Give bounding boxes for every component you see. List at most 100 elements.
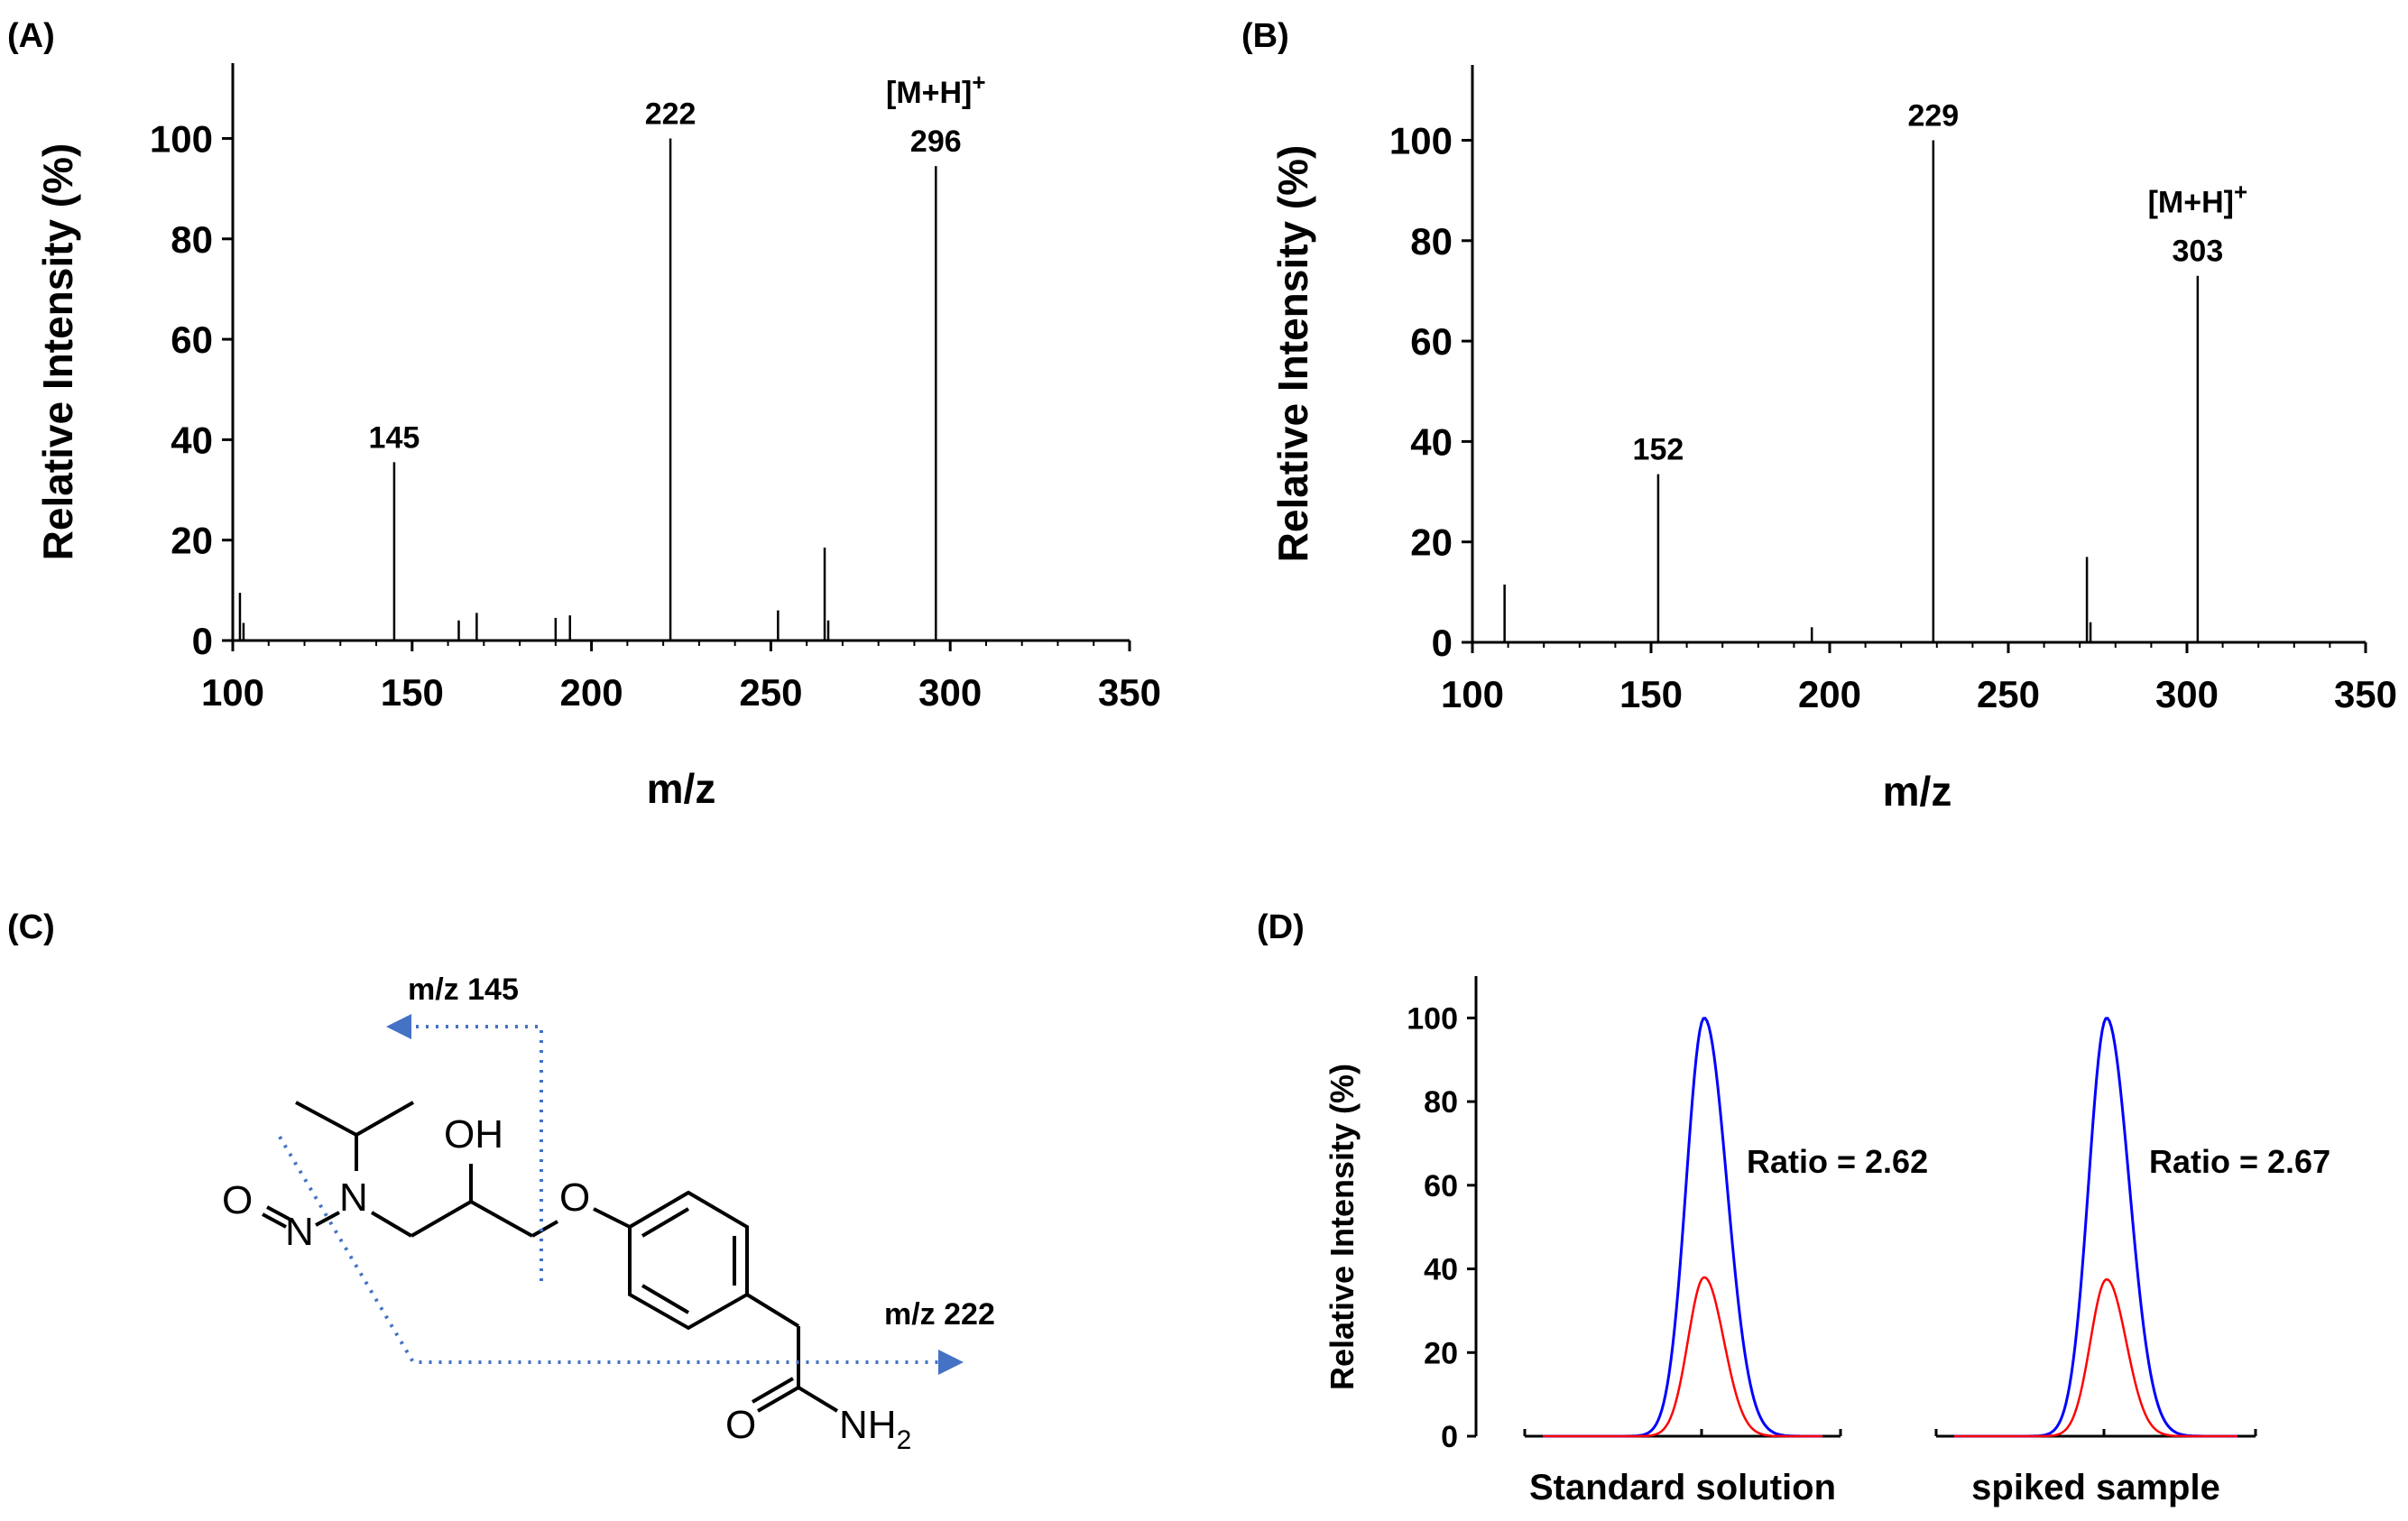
chart-a-x-tick-label: 200: [560, 671, 623, 714]
bond-ch2-to-o: [531, 1220, 558, 1238]
chart-d-ratio-label: Ratio = 2.67: [2149, 1143, 2330, 1180]
chart-b-x-tick-label: 300: [2155, 673, 2219, 715]
chart-a-ion-label: [M+H]+: [886, 69, 986, 110]
chart-d-group-label: Standard solution: [1529, 1468, 1836, 1507]
chromatogram-chart-d: 0 20 40 60 80 100 Standard solution Ratio = 2.…: [1324, 976, 2330, 1507]
chart-b-x-tick-label: 150: [1619, 673, 1683, 715]
bond-isopropyl-left: [295, 1101, 357, 1137]
chart-b-x-tick-label: 200: [1798, 673, 1861, 715]
panel-label-a: (A): [7, 17, 55, 55]
chart-b-y-tick-label: 40: [1410, 420, 1453, 463]
chart-a-x-tick-label: 300: [918, 671, 982, 714]
chart-a-peaks: [238, 138, 937, 641]
atom-o-amide: O: [725, 1403, 756, 1447]
chart-a-y-tick-label: 40: [171, 419, 213, 461]
fragmentation-markers: [278, 1025, 938, 1364]
chart-a-x-tick-label: 150: [381, 671, 444, 714]
chart-a-x-tick-label: 350: [1098, 671, 1161, 714]
chart-d-ylabel: Relative Intensity (%): [1324, 1064, 1361, 1390]
chart-b-y-tick-label: 80: [1410, 220, 1453, 263]
atom-nh: NH: [839, 1403, 897, 1447]
chart-d-y-tick-label: 100: [1407, 1001, 1458, 1036]
bond-ring-to-ch2: [745, 1293, 800, 1328]
chart-b-ion-label: [M+H]+: [2148, 179, 2248, 220]
chart-b-x-tick-label: 100: [1441, 673, 1504, 715]
chart-d-ratio-label: Ratio = 2.62: [1747, 1143, 1928, 1180]
chart-d-axes: 0 20 40 60 80 100: [1407, 976, 2257, 1454]
chart-d-y-tick-label: 20: [1424, 1336, 1458, 1370]
chart-b-axes: 100 150 200 250 300 350 0 20 40 60 80 100: [1389, 65, 2397, 715]
chart-a-peak-label: 296: [910, 124, 962, 159]
chart-b-ion-charge: +: [2234, 179, 2247, 206]
ring-double-1: [641, 1207, 690, 1238]
chart-a-peak-label: 222: [645, 97, 697, 131]
fragment-222-label: m/z 222: [884, 1297, 995, 1332]
chemical-structure: [262, 1101, 839, 1413]
bond-n-to-o-b: [262, 1212, 287, 1229]
fragment-222-arrowhead: [938, 1350, 964, 1375]
chart-d-blue-trace: [1954, 1017, 2237, 1438]
chart-b-peak-label: 229: [1907, 98, 1959, 133]
chart-a-peak-label: 145: [369, 420, 420, 455]
chart-b-y-tick-label: 20: [1410, 521, 1453, 564]
fragment-145-label: m/z 145: [408, 973, 519, 1007]
panel-label-b: (B): [1241, 17, 1289, 55]
chart-d-group-label: spiked sample: [1971, 1468, 2220, 1507]
chart-d-y-tick-label: 80: [1424, 1085, 1458, 1120]
chart-a-y-tick-label: 60: [171, 318, 213, 361]
atom-o-ether: O: [559, 1175, 590, 1220]
bond-ch2-to-choh: [411, 1200, 472, 1238]
fragment-145-arrowhead: [386, 1014, 411, 1039]
chart-d-y-tick-label: 0: [1441, 1420, 1458, 1454]
chart-a-y-tick-label: 20: [171, 520, 213, 562]
chart-b-ion-name: [M+H]: [2148, 186, 2234, 220]
chart-a-x-tick-label: 250: [739, 671, 802, 714]
bond-c-to-o-b: [751, 1377, 795, 1404]
atom-o-nitroso: O: [222, 1178, 253, 1222]
atom-nh2: NH2: [839, 1403, 911, 1455]
structure-atoms: OH O N N O O NH2: [222, 1112, 911, 1455]
panel-label-d: (D): [1257, 908, 1305, 946]
bond-c-to-n: [797, 1386, 839, 1413]
atom-oh: OH: [444, 1112, 503, 1157]
chart-b-y-tick-label: 100: [1389, 119, 1453, 161]
chart-a-ion-charge: +: [972, 69, 985, 96]
chart-a-x-tick-label: 100: [201, 671, 264, 714]
chart-d-y-tick-label: 40: [1424, 1253, 1458, 1287]
bond-c-to-o-a: [756, 1386, 800, 1413]
chart-b-xlabel: m/z: [1883, 768, 1952, 815]
chart-a-ylabel: Relative Intensity (%): [34, 143, 81, 561]
spectrum-chart-b: 100 150 200 250 300 350 0 20 40 60 80 100 152 229 303…: [1269, 65, 2397, 815]
atom-n-amine: N: [339, 1175, 368, 1220]
chart-a-xlabel: m/z: [647, 765, 716, 812]
chart-b-labels: 152 229 303 [M+H]+: [1633, 98, 2248, 466]
benzene-ring: [628, 1190, 749, 1331]
chart-d-y-tick-label: 60: [1424, 1169, 1458, 1203]
chart-d-red-trace: [1954, 1278, 2237, 1438]
panel-label-c: (C): [7, 908, 55, 946]
chart-b-x-tick-label: 350: [2334, 673, 2397, 715]
ring-double-3: [641, 1284, 690, 1314]
chart-a-y-tick-label: 80: [171, 218, 213, 261]
chart-b-y-tick-label: 60: [1410, 320, 1453, 363]
fragment-145-path: [413, 1025, 543, 1281]
chart-b-peak-label: 303: [2173, 235, 2224, 269]
bond-isopropyl-right: [355, 1101, 414, 1137]
bond-n-to-n: [315, 1211, 340, 1227]
chart-a-labels: 145 222 296 [M+H]+: [369, 69, 986, 455]
chart-a-ion-name: [M+H]: [886, 76, 972, 110]
spectrum-chart-a: 100 150 200 250 300 350 0 20 40 60 80 100 145 222 296…: [34, 63, 1161, 812]
fragment-222-path: [278, 1135, 938, 1364]
chart-b-y-tick-label: 0: [1432, 622, 1453, 664]
chart-a-axes: 100 150 200 250 300 350 0 20 40 60 80 100: [150, 63, 1161, 714]
bond-n-to-ch2: [370, 1211, 413, 1238]
chart-d-labels: Standard solution Ratio = 2.62 spiked samp…: [1529, 1143, 2330, 1507]
bond-choh-to-ch2: [470, 1200, 533, 1238]
bond-o-to-ring: [593, 1207, 631, 1229]
chart-b-ylabel: Relative Intensity (%): [1269, 145, 1316, 563]
chart-d-traces: [1543, 1017, 2237, 1438]
atom-n-nitroso: N: [285, 1210, 314, 1254]
chart-a-y-tick-label: 100: [150, 117, 213, 160]
chart-b-peaks: [1503, 140, 2200, 642]
